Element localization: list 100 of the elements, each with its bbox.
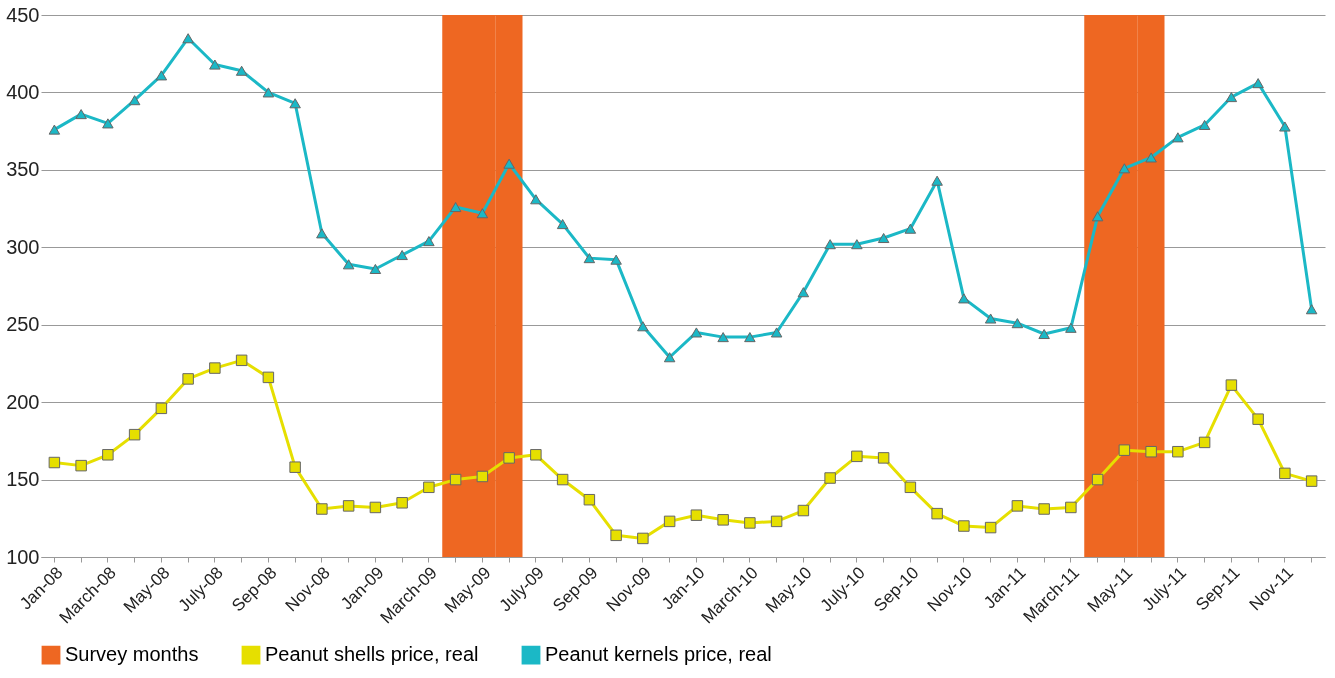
- point: [1198, 119, 1211, 130]
- y-tick-label: 100: [6, 545, 40, 568]
- point: [851, 239, 863, 250]
- point: [369, 501, 382, 514]
- point: [637, 321, 649, 332]
- point: [717, 332, 729, 343]
- point: [48, 124, 61, 135]
- point: [449, 201, 462, 213]
- point: [1145, 445, 1157, 458]
- point: [1118, 163, 1131, 174]
- point: [155, 402, 168, 415]
- y-tick-label: 450: [6, 3, 40, 26]
- point: [583, 493, 596, 506]
- point: [289, 461, 301, 473]
- point: [877, 452, 890, 464]
- point: [824, 239, 836, 250]
- point: [396, 497, 408, 509]
- point: [958, 293, 970, 304]
- point: [530, 194, 542, 205]
- point: [1118, 444, 1131, 456]
- point: [556, 473, 569, 486]
- point: [396, 249, 408, 261]
- point: [182, 33, 194, 44]
- point: [449, 473, 462, 486]
- point: [1225, 92, 1238, 103]
- point: [797, 504, 810, 517]
- point: [877, 232, 890, 244]
- point: [1145, 152, 1157, 163]
- y-tick-label: 250: [6, 313, 40, 336]
- y-tick-label: 150: [6, 468, 40, 491]
- point: [744, 517, 756, 529]
- point: [824, 472, 836, 484]
- point: [128, 428, 141, 441]
- point: [1252, 78, 1264, 89]
- point: [583, 253, 596, 264]
- point: [690, 509, 703, 521]
- point: [1011, 500, 1024, 512]
- point: [1091, 211, 1104, 222]
- point: [770, 515, 783, 528]
- point: [209, 362, 221, 374]
- point: [931, 507, 943, 520]
- point: [1198, 436, 1211, 449]
- point: [610, 254, 622, 265]
- point: [717, 514, 729, 526]
- point: [48, 456, 61, 469]
- point: [904, 481, 917, 494]
- legend-label: Survey months: [65, 643, 199, 666]
- point: [75, 109, 87, 120]
- point: [182, 373, 194, 385]
- point: [1252, 413, 1264, 425]
- point: [904, 223, 917, 234]
- point: [423, 236, 435, 247]
- y-tick-label: 350: [6, 158, 40, 181]
- point: [342, 259, 355, 270]
- point: [1305, 304, 1318, 315]
- point: [476, 208, 489, 219]
- point: [102, 118, 114, 129]
- point: [1011, 318, 1024, 329]
- point: [1172, 445, 1184, 458]
- point: [984, 521, 997, 534]
- legend-label: Peanut kernels price, real: [545, 643, 772, 666]
- point: [476, 470, 489, 483]
- point: [1279, 467, 1291, 480]
- point: [530, 449, 542, 461]
- point: [235, 354, 248, 367]
- point: [128, 95, 141, 106]
- point: [316, 228, 328, 239]
- point: [423, 481, 435, 494]
- point: [503, 452, 515, 464]
- point: [931, 175, 943, 186]
- point: [984, 313, 997, 324]
- point: [637, 532, 649, 545]
- y-tick-label: 200: [6, 390, 40, 413]
- point: [556, 219, 569, 230]
- point: [1305, 475, 1318, 487]
- point: [1091, 473, 1104, 486]
- point: [1225, 379, 1238, 391]
- point: [262, 371, 275, 384]
- point: [1065, 501, 1077, 514]
- point: [1038, 328, 1050, 340]
- point: [663, 515, 676, 528]
- point: [1065, 322, 1077, 333]
- point: [289, 98, 301, 109]
- y-tick-label: 300: [6, 235, 40, 258]
- point: [155, 70, 168, 81]
- point: [851, 450, 863, 463]
- point: [663, 352, 676, 363]
- legend-label: Peanut shells price, real: [265, 643, 479, 666]
- point: [102, 449, 114, 461]
- point: [958, 520, 970, 532]
- point: [369, 263, 382, 275]
- point: [690, 327, 703, 338]
- point: [1279, 121, 1291, 132]
- point: [342, 500, 355, 512]
- point: [316, 503, 328, 515]
- point: [209, 59, 221, 70]
- point: [1172, 132, 1184, 143]
- point: [503, 158, 515, 169]
- point: [235, 65, 248, 76]
- point: [1038, 503, 1050, 515]
